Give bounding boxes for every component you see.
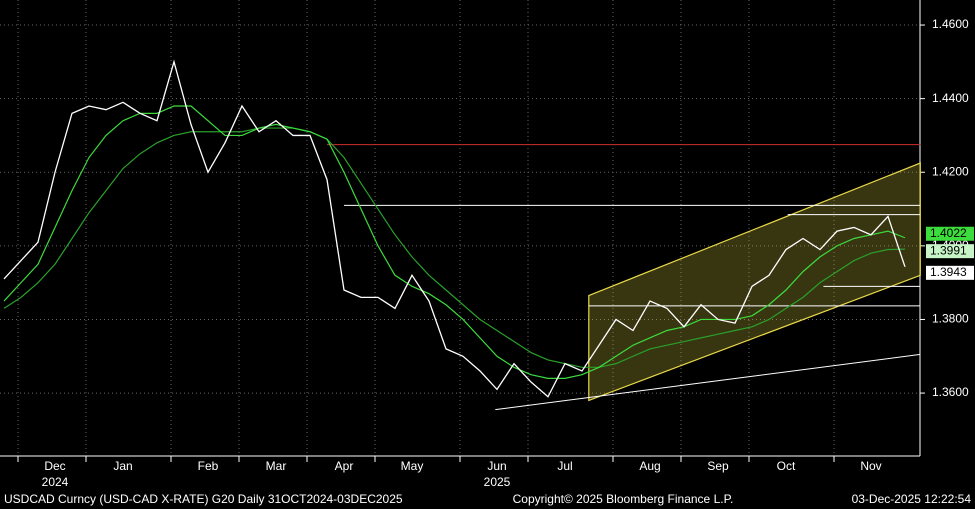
x-tick-label: Apr — [335, 459, 354, 473]
x-tick-label: Mar — [266, 459, 287, 473]
year-label: 2024 — [42, 475, 69, 489]
year-label: 2025 — [484, 475, 511, 489]
x-tick-label: May — [401, 459, 424, 473]
series-line — [3, 105, 906, 379]
x-tick-label: Sep — [707, 459, 729, 473]
y-tick-label: 1.3600 — [932, 385, 969, 399]
x-tick-label: Feb — [198, 459, 219, 473]
y-tick-label: 1.4200 — [932, 164, 969, 178]
y-tick-label: 1.4600 — [932, 17, 969, 31]
last-value-label: 1.3943 — [930, 265, 967, 279]
x-tick-label: Jan — [113, 459, 132, 473]
last-value-box — [926, 226, 974, 241]
last-value-label: 1.3991 — [930, 243, 967, 257]
x-tick-label: Dec — [44, 459, 65, 473]
x-tick-label: Jun — [487, 459, 506, 473]
series-line — [3, 127, 906, 368]
last-value-box — [926, 265, 974, 280]
annotation-line — [495, 353, 921, 411]
series-line — [3, 59, 906, 398]
x-tick-label: Jul — [557, 459, 572, 473]
footer-right: 03-Dec-2025 12:22:54 — [852, 492, 972, 506]
last-value-label: 1.4022 — [930, 226, 967, 240]
x-tick-label: Nov — [860, 459, 881, 473]
y-tick-label: 1.4400 — [932, 91, 969, 105]
x-tick-label: Oct — [777, 459, 796, 473]
y-tick-label: 1.3800 — [932, 312, 969, 326]
last-value-box — [926, 244, 974, 259]
x-tick-label: Aug — [639, 459, 660, 473]
channel — [588, 162, 921, 402]
footer-center: Copyright© 2025 Bloomberg Finance L.P. — [513, 492, 734, 506]
footer-left: USDCAD Curncy (USD-CAD X-RATE) G20 Daily… — [4, 492, 403, 506]
